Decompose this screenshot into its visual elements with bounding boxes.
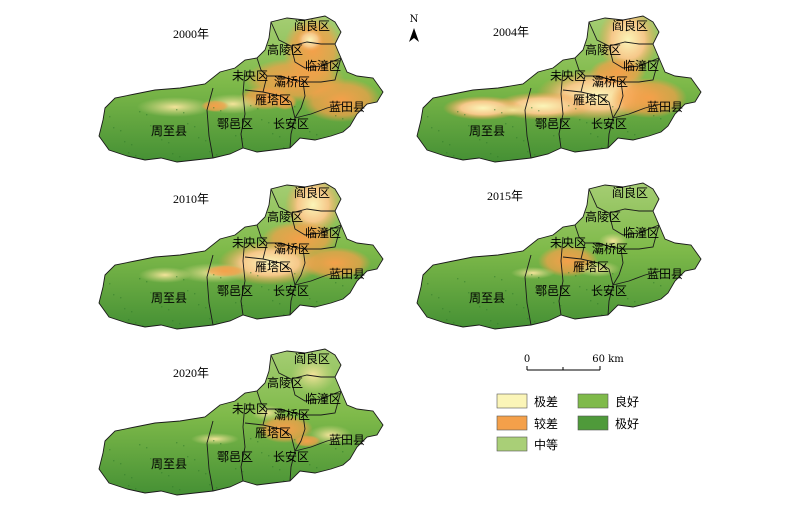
district-label: 蓝田县 [329, 267, 365, 281]
district-label: 鄠邑区 [217, 450, 253, 464]
district-label: 雁塔区 [573, 260, 609, 274]
map-panel-3: 阎良区高陵区临潼区未央区 灞桥区雁塔区蓝田县长安区 鄠邑区周至县 [416, 182, 702, 330]
map-panel-2: 阎良区高陵区临潼区未央区 灞桥区雁塔区蓝田县长安区 鄠邑区周至县 [98, 182, 384, 330]
legend: 极差 较差 中等 良好 极好 [496, 393, 639, 452]
legend-label-excellent: 极好 [615, 417, 639, 431]
district-label: 未央区 [550, 236, 586, 250]
district-label: 蓝田县 [329, 100, 365, 114]
district-label: 高陵区 [585, 209, 621, 224]
year-label-1: 2004年 [493, 25, 529, 39]
district-label: 雁塔区 [573, 93, 609, 107]
scale-max: 60 km [592, 354, 624, 365]
map-panel-1: 阎良区高陵区临潼区未央区 灞桥区雁塔区蓝田县长安区 鄠邑区周至县 [416, 15, 702, 163]
north-label: N [410, 14, 419, 25]
district-label: 蓝田县 [647, 267, 683, 281]
district-label: 周至县 [469, 291, 505, 305]
district-label: 雁塔区 [255, 426, 291, 440]
district-label: 周至县 [469, 124, 505, 138]
district-label: 阎良区 [612, 185, 648, 200]
district-label: 长安区 [273, 116, 309, 131]
district-label: 高陵区 [585, 42, 621, 57]
district-label: 鄠邑区 [217, 117, 253, 131]
district-label: 雁塔区 [255, 93, 291, 107]
district-label: 蓝田县 [647, 100, 683, 114]
district-label: 临潼区 [305, 225, 341, 240]
district-label: 灞桥区 [592, 242, 628, 256]
legend-swatch-poor [496, 415, 528, 431]
district-label: 蓝田县 [329, 433, 365, 447]
scale-bar: 0 60 km [524, 354, 624, 371]
district-label: 灞桥区 [274, 242, 310, 256]
legend-swatch-good [577, 393, 609, 409]
district-label: 高陵区 [267, 42, 303, 57]
year-label-0: 2000年 [173, 27, 209, 41]
district-label: 长安区 [273, 449, 309, 464]
north-arrow-icon: N [409, 14, 419, 42]
district-label: 临潼区 [305, 58, 341, 73]
district-label: 临潼区 [623, 58, 659, 73]
district-label: 周至县 [151, 124, 187, 138]
district-label: 长安区 [273, 283, 309, 298]
legend-label-poor: 较差 [534, 416, 558, 431]
legend-swatch-medium [496, 436, 528, 452]
district-label: 鄠邑区 [535, 117, 571, 131]
district-label: 阎良区 [294, 18, 330, 33]
district-label: 阎良区 [612, 18, 648, 33]
map-panel-4: 阎良区高陵区临潼区未央区 灞桥区雁塔区蓝田县长安区 鄠邑区周至县 [98, 348, 384, 496]
district-label: 灞桥区 [274, 75, 310, 89]
district-label: 未央区 [232, 402, 268, 416]
year-label-4: 2020年 [173, 366, 209, 380]
district-label: 鄠邑区 [535, 284, 571, 298]
district-label: 未央区 [232, 69, 268, 83]
district-label: 周至县 [151, 291, 187, 305]
district-label: 鄠邑区 [217, 284, 253, 298]
legend-label-very-poor: 极差 [534, 395, 558, 409]
district-label: 临潼区 [623, 225, 659, 240]
district-label: 高陵区 [267, 375, 303, 390]
district-label: 未央区 [550, 69, 586, 83]
legend-label-medium: 中等 [534, 437, 558, 452]
district-label: 灞桥区 [274, 408, 310, 422]
year-label-3: 2015年 [487, 189, 523, 203]
district-label: 高陵区 [267, 209, 303, 224]
year-label-2: 2010年 [173, 192, 209, 206]
district-label: 雁塔区 [255, 260, 291, 274]
district-label: 长安区 [591, 283, 627, 298]
legend-swatch-very-poor [496, 393, 528, 409]
scale-zero: 0 [524, 354, 530, 365]
district-label: 阎良区 [294, 351, 330, 366]
district-label: 未央区 [232, 236, 268, 250]
district-label: 长安区 [591, 116, 627, 131]
district-label: 临潼区 [305, 391, 341, 406]
district-label: 灞桥区 [592, 75, 628, 89]
legend-swatch-excellent [577, 415, 609, 431]
district-label: 阎良区 [294, 185, 330, 200]
map-panel-0: 阎良区高陵区临潼区未央区 灞桥区雁塔区蓝田县长安区 鄠邑区周至县 [98, 15, 384, 163]
legend-label-good: 良好 [615, 394, 639, 409]
district-label: 周至县 [151, 457, 187, 471]
